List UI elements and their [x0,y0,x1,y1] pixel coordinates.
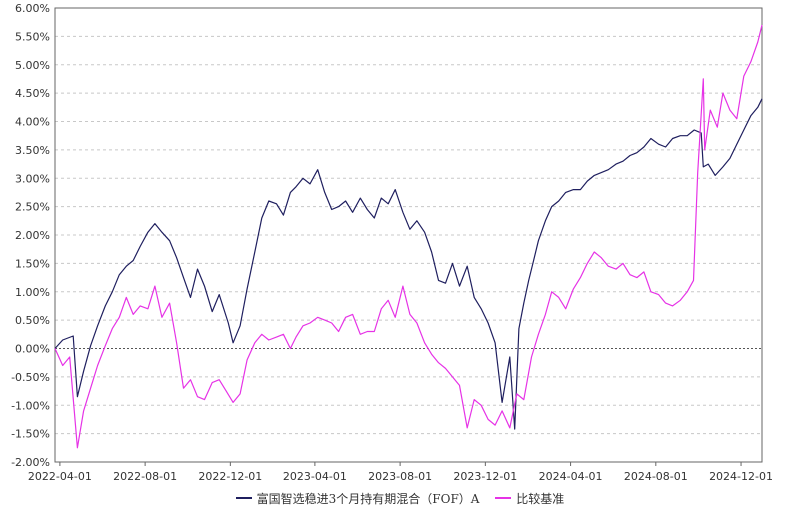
y-tick-label: 3.00% [15,172,50,185]
x-tick-label: 2022-04-01 [28,470,92,483]
y-tick-label: -0.50% [11,371,50,384]
x-tick-label: 2023-08-01 [368,470,432,483]
y-tick-label: 6.00% [15,2,50,15]
y-tick-label: 0.50% [15,314,50,327]
x-tick-label: 2022-12-01 [198,470,262,483]
fund-line [54,98,763,430]
y-tick-label: 1.50% [15,257,50,270]
x-tick-label: 2024-08-01 [624,470,688,483]
legend-item-benchmark: 比较基准 [495,490,564,507]
y-axis-ticks: -2.00% -1.50% -1.00% -0.50% 0.00% 0.50% 1.00% 1… [11,2,50,469]
y-tick-label: 5.50% [15,30,50,43]
x-tick-label: 2023-12-01 [453,470,517,483]
y-tick-label: 2.00% [15,229,50,242]
y-tick-label: -1.00% [11,399,50,412]
y-tick-label: 3.50% [15,144,50,157]
x-tick-label: 2023-04-01 [283,470,347,483]
x-tick-label: 2022-08-01 [113,470,177,483]
legend-label-fund: 富国智选稳进3个月持有期混合（FOF）A [256,491,480,506]
y-tick-label: 2.50% [15,201,50,214]
x-axis-ticks: 2022-04-01 2022-08-01 2022-12-01 2023-04-01… [28,462,773,483]
legend: 富国智选稳进3个月持有期混合（FOF）A 比较基准 [0,488,800,507]
y-tick-label: 4.50% [15,87,50,100]
plot-frame [54,7,763,463]
y-tick-label: -2.00% [11,456,50,469]
y-tick-label: 5.00% [15,59,50,72]
legend-swatch-benchmark [495,497,512,499]
series-lines [54,24,763,449]
gridlines [55,35,762,435]
axes [54,7,763,463]
y-tick-label: 1.00% [15,286,50,299]
legend-swatch-fund [235,497,252,499]
benchmark-line [54,24,763,449]
line-chart: -2.00% -1.50% -1.00% -0.50% 0.00% 0.50% 1.00% 1… [11,2,773,483]
y-tick-label: 0.00% [15,343,50,356]
legend-label-benchmark: 比较基准 [516,491,565,506]
legend-item-fund: 富国智选稳进3个月持有期混合（FOF）A [235,490,480,507]
x-tick-label: 2024-12-01 [709,470,773,483]
y-tick-label: -1.50% [11,428,50,441]
x-tick-label: 2024-04-01 [539,470,603,483]
y-tick-label: 4.00% [15,116,50,129]
